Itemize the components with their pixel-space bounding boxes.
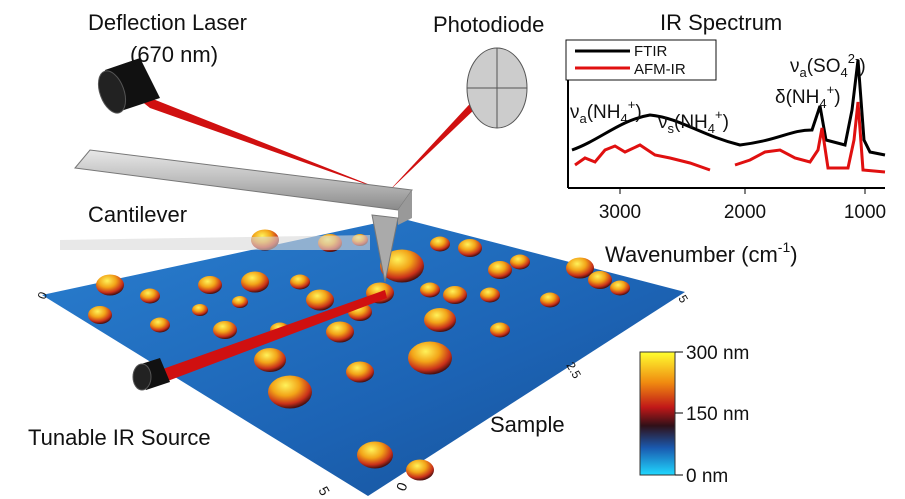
- label: Cantilever: [88, 202, 187, 227]
- axis-label: 0: [393, 480, 411, 493]
- particle: [458, 239, 482, 257]
- label: Photodiode: [433, 12, 544, 37]
- t: ): [834, 87, 840, 108]
- particle: [192, 304, 208, 316]
- peak-label: δ(NH4+): [775, 82, 841, 111]
- particle: [140, 289, 160, 304]
- sub: 4: [841, 65, 848, 80]
- particle: [290, 275, 310, 290]
- text: ): [790, 242, 797, 267]
- t: ν: [790, 56, 800, 77]
- particle: [420, 283, 440, 298]
- axis-label: 0: [35, 290, 51, 301]
- label: Tunable IR Source: [28, 425, 211, 450]
- particle: [232, 296, 248, 308]
- particle: [510, 255, 530, 270]
- cantilever: [75, 150, 412, 210]
- t: ν: [658, 112, 668, 133]
- particle: [588, 271, 612, 289]
- sup: +: [628, 97, 636, 112]
- particle: [150, 318, 170, 333]
- particle: [488, 261, 512, 279]
- label: Deflection Laser: [88, 10, 247, 35]
- inset-title: IR Spectrum: [660, 10, 782, 35]
- t: ν: [570, 102, 580, 123]
- colorbar-label: 0 nm: [686, 466, 728, 487]
- particle: [443, 286, 467, 304]
- sub: 4: [708, 121, 715, 136]
- t: (NH: [587, 102, 621, 123]
- particle: [430, 237, 450, 252]
- particle: [241, 272, 269, 293]
- particle: [540, 293, 560, 308]
- t: (NH: [674, 112, 708, 133]
- colorbar: [640, 352, 675, 475]
- sub: 4: [621, 111, 628, 126]
- sub: 4: [819, 96, 826, 111]
- x-tick-label: 3000: [599, 202, 641, 223]
- x-tick-label: 1000: [844, 202, 886, 223]
- particle: [424, 308, 456, 332]
- particle: [88, 306, 112, 324]
- particle: [326, 322, 354, 343]
- t: ): [635, 102, 641, 123]
- particle: [346, 362, 374, 383]
- t: δ(NH: [775, 87, 819, 108]
- label: (670 nm): [130, 42, 218, 67]
- peak-label: νs(NH4+): [658, 107, 729, 136]
- label: Sample: [490, 412, 565, 437]
- particle: [268, 376, 312, 409]
- t: ): [859, 56, 865, 77]
- legend-label: FTIR: [634, 43, 667, 60]
- particle: [408, 342, 452, 375]
- ir-aperture: [133, 364, 151, 390]
- particle: [480, 288, 500, 303]
- peak-label: νa(SO42-): [790, 51, 866, 80]
- colorbar-label: 300 nm: [686, 343, 749, 364]
- sup: +: [827, 82, 835, 97]
- particle: [357, 442, 393, 469]
- text: Wavenumber (cm: [605, 242, 778, 267]
- particle: [306, 290, 334, 311]
- particle: [198, 276, 222, 294]
- sup: 2-: [848, 51, 860, 66]
- legend-label: AFM-IR: [634, 61, 686, 78]
- particle: [490, 323, 510, 338]
- particle: [254, 348, 286, 372]
- t: (SO: [807, 56, 841, 77]
- colorbar-label: 150 nm: [686, 404, 749, 425]
- particle: [406, 460, 434, 481]
- axis-label: 5: [315, 484, 333, 499]
- particle: [610, 281, 630, 296]
- sup: +: [715, 107, 723, 122]
- figure: Deflection Laser (670 nm) Photodiode Can…: [0, 0, 905, 499]
- sup: -1: [778, 239, 791, 255]
- shadow: [60, 235, 370, 250]
- x-label: Wavenumber (cm-1): [605, 239, 798, 267]
- particle: [96, 275, 124, 296]
- t: ): [723, 112, 729, 133]
- particle: [213, 321, 237, 339]
- x-tick-label: 2000: [724, 202, 766, 223]
